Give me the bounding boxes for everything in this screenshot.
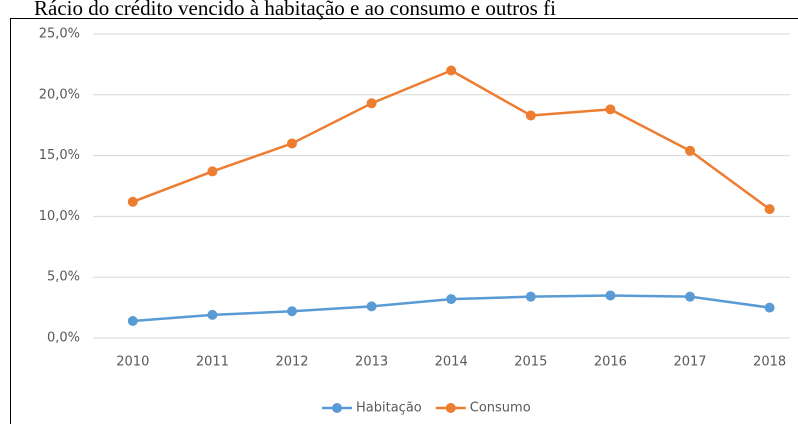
data-point bbox=[287, 306, 297, 317]
chart-title: Rácio do crédito vencido à habitação e a… bbox=[34, 0, 556, 20]
title-band bbox=[0, 0, 798, 18]
data-point bbox=[446, 294, 457, 305]
x-tick-label: 2011 bbox=[196, 355, 229, 370]
data-point bbox=[525, 291, 536, 302]
data-point bbox=[207, 166, 218, 177]
data-point bbox=[207, 309, 218, 320]
data-point bbox=[446, 65, 457, 76]
y-tick-label: 10,0% bbox=[39, 209, 80, 224]
data-point bbox=[764, 302, 775, 313]
y-tick-label: 5,0% bbox=[47, 270, 80, 285]
legend-label: Habitação bbox=[356, 401, 422, 416]
data-point bbox=[685, 291, 695, 302]
x-tick-label: 2014 bbox=[435, 355, 468, 370]
data-point bbox=[525, 110, 536, 121]
x-tick-label: 2015 bbox=[514, 355, 547, 370]
legend-marker bbox=[445, 403, 456, 413]
y-tick-label: 20,0% bbox=[39, 87, 80, 102]
data-point bbox=[685, 145, 695, 156]
data-point bbox=[366, 301, 377, 312]
x-tick-label: 2017 bbox=[673, 355, 706, 370]
data-point bbox=[287, 138, 297, 149]
data-point bbox=[605, 290, 616, 301]
legend-label: Consumo bbox=[470, 401, 531, 416]
chart-frame bbox=[10, 18, 798, 424]
x-tick-label: 2016 bbox=[594, 355, 627, 370]
data-point bbox=[764, 204, 775, 215]
x-tick-label: 2010 bbox=[116, 355, 149, 370]
data-point bbox=[605, 104, 616, 115]
y-tick-label: 25,0% bbox=[39, 27, 80, 42]
y-tick-label: 0,0% bbox=[47, 331, 80, 346]
x-tick-label: 2018 bbox=[753, 355, 786, 370]
y-tick-label: 15,0% bbox=[39, 148, 80, 163]
x-tick-label: 2013 bbox=[355, 355, 388, 370]
legend-marker bbox=[332, 403, 342, 413]
data-point bbox=[127, 196, 138, 207]
data-point bbox=[366, 98, 377, 109]
x-tick-label: 2012 bbox=[275, 355, 308, 370]
data-point bbox=[127, 315, 138, 326]
